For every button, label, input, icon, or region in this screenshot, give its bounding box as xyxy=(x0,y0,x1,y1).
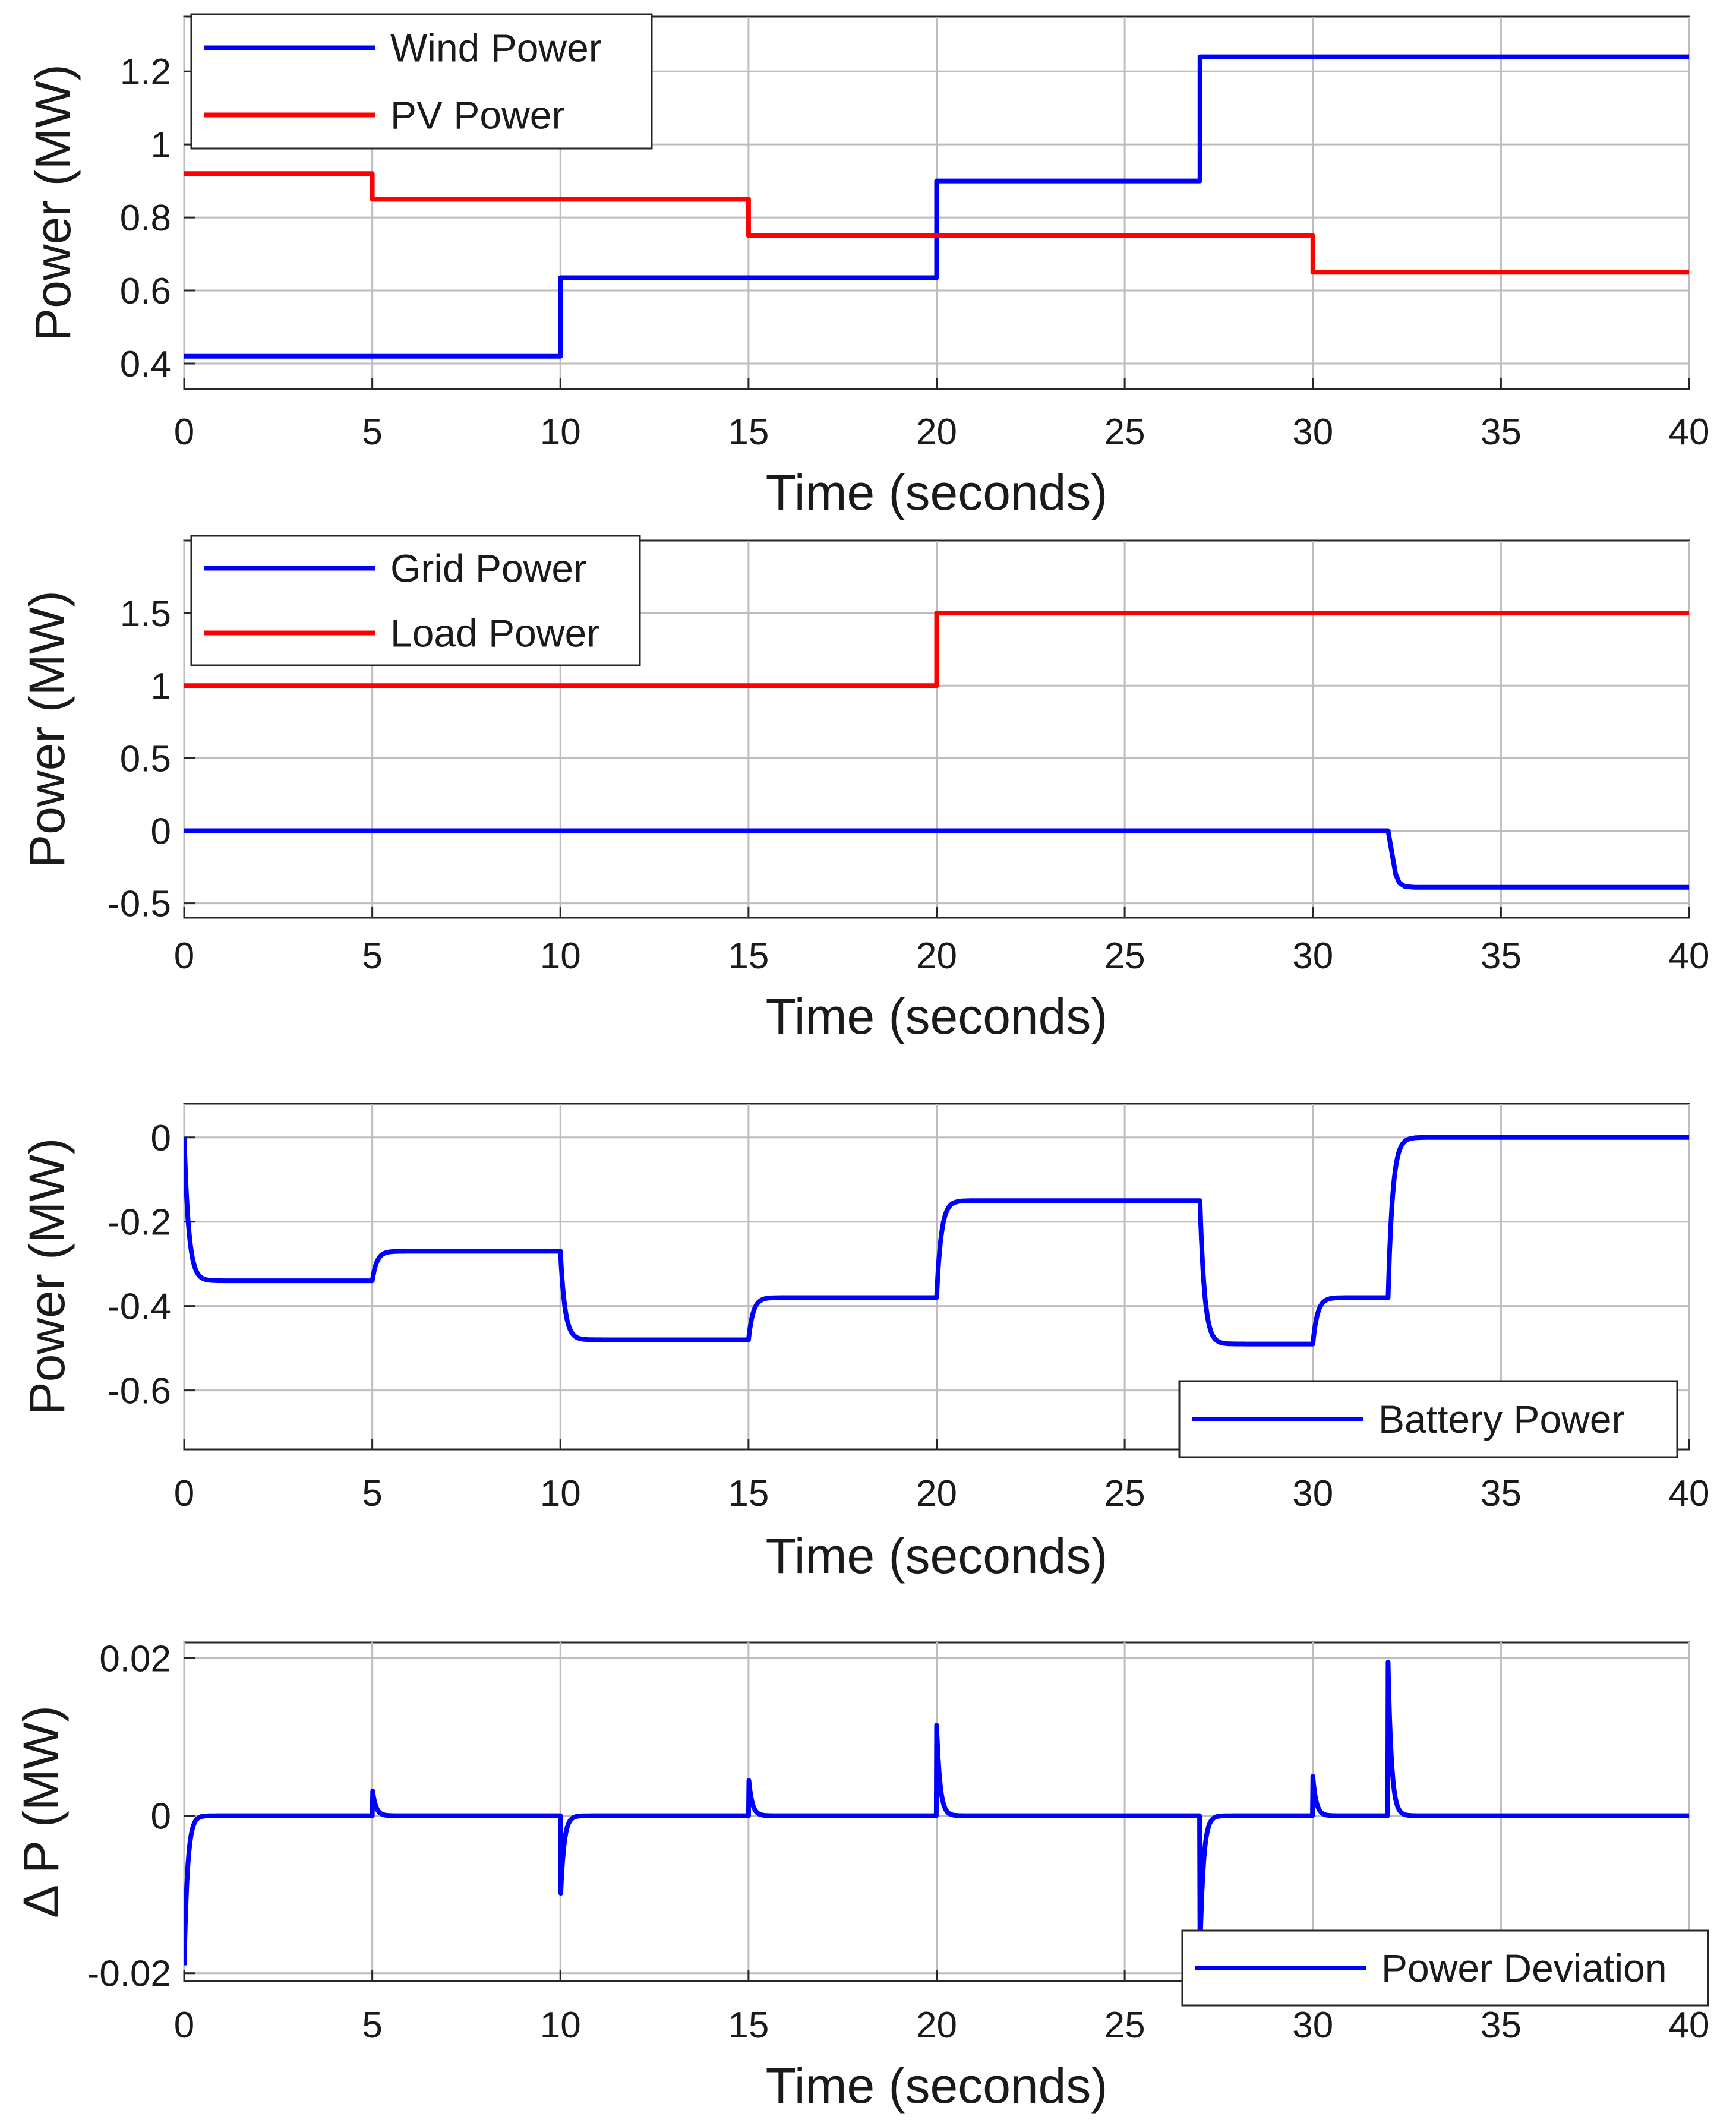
x-tick-label: 35 xyxy=(1481,2005,1522,2046)
x-tick-label: 0 xyxy=(174,412,194,453)
x-tick-label: 10 xyxy=(540,2005,581,2046)
y-tick-label: 0.6 xyxy=(120,271,171,312)
legend: Battery Power xyxy=(1178,1380,1678,1458)
y-tick-label: 0 xyxy=(151,811,171,852)
series-line-load-power xyxy=(184,611,1689,688)
x-tick-label: 5 xyxy=(362,1473,382,1514)
x-tick-label: 35 xyxy=(1481,936,1522,977)
y-tick-label: 1.2 xyxy=(120,52,171,93)
x-tick-label: 5 xyxy=(362,412,382,453)
y-tick-label: -0.6 xyxy=(108,1371,171,1412)
x-tick-label: 35 xyxy=(1481,1473,1522,1514)
x-tick-label: 40 xyxy=(1669,412,1710,453)
x-tick-label: 25 xyxy=(1104,2005,1145,2046)
y-axis-label: Power (MW) xyxy=(25,64,81,342)
series-line-wind-power xyxy=(184,54,1689,359)
y-tick-label: 0 xyxy=(151,1796,171,1837)
series-line-pv-power xyxy=(184,171,1689,275)
x-tick-label: 15 xyxy=(728,936,769,977)
x-tick-label: 40 xyxy=(1669,936,1710,977)
x-tick-label: 10 xyxy=(540,936,581,977)
chart-panel-battery: 0 5 10 15 20 25 30 35 40 -0.6 -0.4 -0.2 0 Time (secon… xyxy=(19,1103,1710,1584)
y-tick-label: 1.5 xyxy=(120,593,171,634)
legend-label: Grid Power xyxy=(390,546,586,590)
legend-label: Load Power xyxy=(390,611,599,655)
x-axis-label: Time (seconds) xyxy=(766,465,1108,520)
x-tick-label: 35 xyxy=(1481,412,1522,453)
y-tick-label: 0.4 xyxy=(120,344,171,385)
x-tick-label: 15 xyxy=(728,1473,769,1514)
x-axis-label: Time (seconds) xyxy=(766,1528,1108,1584)
series-line-grid-power xyxy=(184,828,1689,890)
legend-box xyxy=(190,535,641,666)
chart-panel-power-sources: 0 5 10 15 20 25 30 35 40 0.4 0.6 0.8 1 1.2 Time (secon… xyxy=(25,13,1710,520)
legend-label: PV Power xyxy=(390,93,564,137)
y-tick-label: -0.5 xyxy=(108,884,171,925)
x-tick-label: 0 xyxy=(174,2005,194,2046)
y-axis-label: Δ P (MW) xyxy=(13,1705,69,1918)
legend-label: Battery Power xyxy=(1378,1397,1625,1441)
x-tick-label: 25 xyxy=(1104,936,1145,977)
y-tick-label: 0.02 xyxy=(99,1639,171,1680)
legend: Power Deviation xyxy=(1181,1929,1709,2007)
x-tick-label: 30 xyxy=(1292,412,1333,453)
y-tick-label: -0.2 xyxy=(108,1202,171,1243)
x-tick-label: 30 xyxy=(1292,2005,1333,2046)
legend-label: Power Deviation xyxy=(1381,1946,1667,1990)
x-tick-label: 40 xyxy=(1669,2005,1710,2046)
x-tick-label: 0 xyxy=(174,1473,194,1514)
x-tick-label: 15 xyxy=(728,2005,769,2046)
y-tick-label: 1 xyxy=(151,125,171,166)
x-tick-label: 0 xyxy=(174,936,194,977)
x-tick-label: 25 xyxy=(1104,1473,1145,1514)
y-axis-label: Power (MW) xyxy=(19,1138,75,1416)
x-axis-label: Time (seconds) xyxy=(766,2058,1108,2114)
x-tick-label: 5 xyxy=(362,2005,382,2046)
x-tick-label: 20 xyxy=(916,936,957,977)
x-tick-label: 30 xyxy=(1292,1473,1333,1514)
x-tick-label: 25 xyxy=(1104,412,1145,453)
x-tick-label: 10 xyxy=(540,412,581,453)
x-tick-label: 15 xyxy=(728,412,769,453)
x-axis-label: Time (seconds) xyxy=(766,988,1108,1044)
legend-box xyxy=(190,13,653,150)
y-tick-label: -0.02 xyxy=(87,1954,171,1995)
legend: Grid Power Load Power xyxy=(190,535,641,666)
y-tick-label: 0.5 xyxy=(120,738,171,779)
x-tick-label: 20 xyxy=(916,412,957,453)
y-tick-label: -0.4 xyxy=(108,1287,171,1328)
x-tick-label: 10 xyxy=(540,1473,581,1514)
series-line-power-deviation xyxy=(184,1660,1689,1966)
x-tick-label: 20 xyxy=(916,2005,957,2046)
y-tick-label: 1 xyxy=(151,666,171,707)
legend-label: Wind Power xyxy=(390,26,602,70)
x-tick-label: 40 xyxy=(1669,1473,1710,1514)
x-tick-label: 5 xyxy=(362,936,382,977)
y-tick-label: 0.8 xyxy=(120,198,171,239)
x-tick-label: 30 xyxy=(1292,936,1333,977)
legend: Wind Power PV Power xyxy=(190,13,653,150)
x-tick-label: 20 xyxy=(916,1473,957,1514)
y-tick-label: 0 xyxy=(151,1118,171,1159)
y-axis-label: Power (MW) xyxy=(19,590,75,868)
series-line-battery-power xyxy=(184,1135,1689,1347)
